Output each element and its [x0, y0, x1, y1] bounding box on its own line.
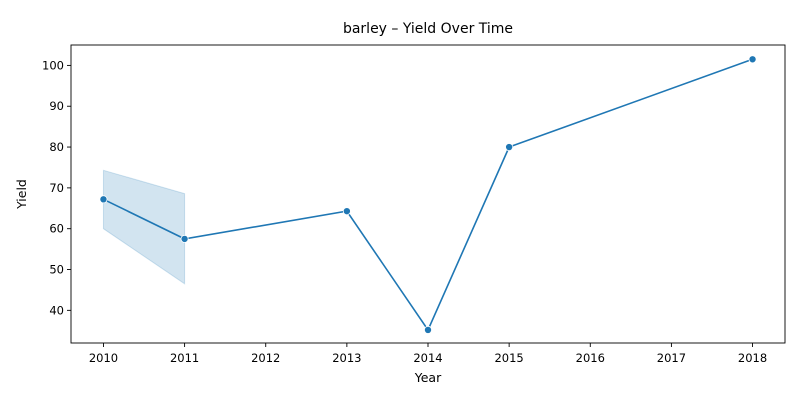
- x-tick-label: 2016: [576, 351, 605, 365]
- data-point: [423, 325, 432, 334]
- chart-title: barley – Yield Over Time: [343, 21, 513, 37]
- y-tick-label: 90: [49, 99, 64, 113]
- y-tick-label: 70: [49, 181, 64, 195]
- x-tick-label: 2013: [332, 351, 361, 365]
- y-tick-label: 50: [49, 263, 64, 277]
- data-point: [99, 195, 108, 204]
- y-tick-label: 60: [49, 222, 64, 236]
- x-tick-label: 2012: [251, 351, 280, 365]
- y-tick-label: 80: [49, 140, 64, 154]
- x-tick-label: 2010: [89, 351, 118, 365]
- confidence-band: [102, 169, 186, 285]
- data-point-layer: [99, 55, 757, 334]
- y-axis-ticks: 40 50 60 70 80 90 100: [42, 58, 71, 317]
- x-axis-label: Year: [414, 370, 442, 385]
- series-line-layer: [103, 58, 753, 332]
- x-tick-label: 2014: [413, 351, 442, 365]
- y-axis-label: Yield: [14, 179, 29, 210]
- data-point: [342, 207, 351, 216]
- series-line: [103, 58, 753, 332]
- x-axis-ticks: 2010 2011 2012 2013 2014 2015 2016 2017 2018: [89, 343, 767, 365]
- confidence-band-layer: [102, 169, 186, 285]
- x-tick-label: 2015: [494, 351, 523, 365]
- y-tick-label: 40: [49, 303, 64, 317]
- data-point: [180, 234, 189, 243]
- y-tick-label: 100: [42, 58, 64, 72]
- data-point: [505, 143, 514, 152]
- x-tick-label: 2018: [738, 351, 767, 365]
- x-tick-label: 2017: [657, 351, 686, 365]
- x-tick-label: 2011: [170, 351, 199, 365]
- data-point: [748, 55, 757, 64]
